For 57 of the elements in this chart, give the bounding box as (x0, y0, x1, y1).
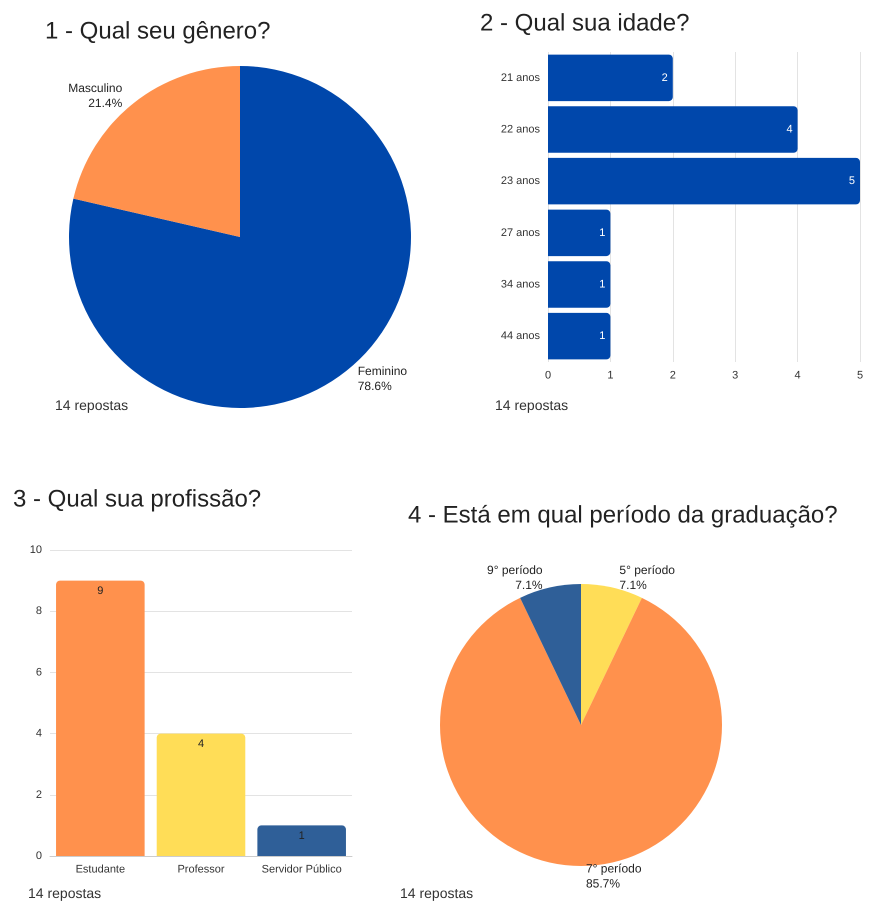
slice-label: 7° período (586, 862, 642, 876)
text: 14 repostas (28, 885, 102, 901)
slice-label: 5° período (619, 563, 676, 578)
data-label: 1 (298, 830, 305, 842)
data-label: 85.7% (586, 876, 620, 890)
data-label: 7.1% (515, 578, 543, 592)
y-tick-label: 8 (36, 605, 42, 618)
x-tick-label: 4 (794, 370, 801, 382)
x-tick-label: 1 (607, 370, 614, 382)
y-tick-label: 27 anos (500, 226, 540, 239)
x-tick-label: Servidor Público (262, 864, 342, 876)
x-tick-label: 2 (670, 370, 676, 382)
x-tick-label: Professor (177, 864, 225, 876)
data-label: 1 (599, 226, 606, 239)
chart-title: 4 - Está em qual período da graduação? (408, 502, 838, 528)
data-label: 21.4% (88, 96, 123, 110)
y-tick-label: 21 anos (500, 72, 540, 84)
chart-title: 1 - Qual seu gênero? (45, 18, 270, 44)
data-label: 5 (848, 175, 855, 188)
slice-label: Feminino (358, 364, 408, 378)
data-label: 9 (97, 585, 104, 598)
data-label: 4 (198, 738, 204, 750)
data-label: 1 (599, 330, 606, 342)
x-tick-label: Estudante (76, 864, 126, 876)
chart-title: 2 - Qual sua idade? (480, 10, 690, 36)
data-label: 2 (662, 72, 668, 84)
data-label: 1 (599, 278, 606, 290)
text: 14 repostas (400, 885, 474, 901)
y-tick-label: 6 (36, 666, 42, 678)
bar (548, 54, 673, 102)
y-tick-label: 0 (36, 850, 42, 862)
text: 14 repostas (495, 397, 568, 413)
data-label: 4 (786, 124, 793, 136)
data-label: 78.6% (358, 379, 392, 394)
bar (56, 580, 145, 856)
slice-label: 9° período (487, 563, 543, 578)
bar (548, 106, 798, 153)
y-tick-label: 4 (36, 728, 42, 740)
y-tick-label: 23 anos (500, 175, 540, 188)
chart-title: 3 - Qual sua profissão? (13, 486, 262, 512)
bar (156, 734, 246, 856)
x-tick-label: 3 (732, 370, 738, 382)
bar (548, 210, 610, 256)
bar (548, 312, 610, 360)
y-tick-label: 22 anos (500, 124, 540, 136)
data-label: 7.1% (619, 578, 648, 592)
y-tick-label: 34 anos (500, 278, 540, 290)
x-tick-label: 0 (544, 370, 552, 382)
bar (548, 158, 860, 204)
y-tick-label: 2 (36, 788, 42, 801)
bar (548, 261, 610, 308)
y-tick-label: 44 anos (500, 330, 540, 342)
slice-label: Masculino (68, 80, 123, 95)
text: 14 repostas (55, 397, 128, 413)
y-tick-label: 10 (30, 544, 42, 556)
x-tick-label: 5 (856, 370, 864, 382)
bar (257, 825, 346, 856)
